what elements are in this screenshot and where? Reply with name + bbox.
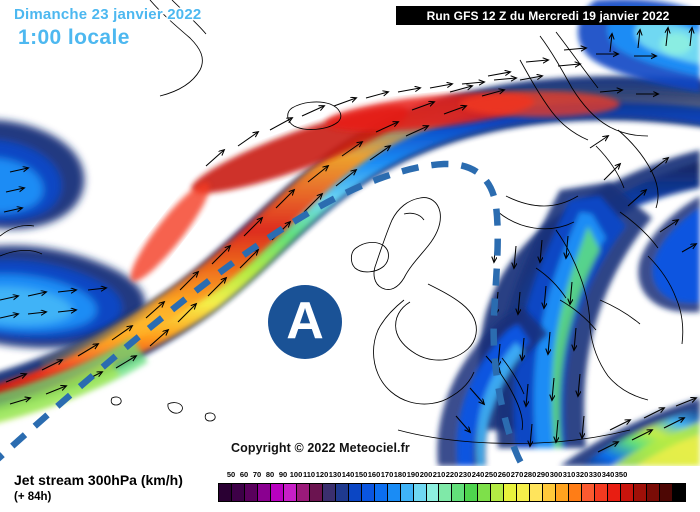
colorbar-tick: 240 <box>471 470 485 479</box>
colorbar-scale <box>218 483 686 502</box>
map-svg <box>0 0 700 466</box>
colorbar-tick-labels: 50 60 70 80 90 100 110 120 130 140 150 160 170 180 190… <box>218 470 686 482</box>
anticyclone-marker: A <box>268 285 342 359</box>
colorbar-cell <box>413 484 427 501</box>
colorbar-tick: 50 <box>226 470 236 479</box>
colorbar-wrapper: 50 60 70 80 90 100 110 120 130 140 150 160 170 180 190… <box>218 466 686 512</box>
model-run-banner: Run GFS 12 Z du Mercredi 19 janvier 2022 <box>396 6 700 25</box>
legend-title: Jet stream 300hPa (km/h) <box>14 472 183 488</box>
wind-arrows <box>0 28 696 453</box>
colorbar-cell <box>595 484 609 501</box>
colorbar-tick: 220 <box>445 470 459 479</box>
colorbar-cell <box>439 484 453 501</box>
map-canvas[interactable]: Dimanche 23 janvier 2022 1:00 locale Run… <box>0 0 700 466</box>
colorbar-tick: 170 <box>380 470 394 479</box>
colorbar-tick: 200 <box>419 470 433 479</box>
colorbar-cell <box>634 484 647 501</box>
colorbar-cell <box>257 484 271 501</box>
legend-bar: Jet stream 300hPa (km/h) (+ 84h) 50 60 70 8… <box>0 466 700 512</box>
colorbar-tick: 210 <box>432 470 446 479</box>
model-run-label: Run GFS 12 Z du Mercredi 19 janvier 2022 <box>426 8 670 23</box>
colorbar-cell <box>569 484 583 501</box>
colorbar-tick: 160 <box>367 470 381 479</box>
colorbar-cell <box>556 484 570 501</box>
colorbar-cell <box>530 484 544 501</box>
colorbar-tick: 70 <box>252 470 262 479</box>
colorbar-cell <box>283 484 297 501</box>
colorbar-cell <box>465 484 479 501</box>
colorbar-cell <box>219 484 232 501</box>
colorbar-tick: 60 <box>239 470 249 479</box>
forecast-date-label: Dimanche 23 janvier 2022 <box>14 6 202 23</box>
colorbar-tick: 90 <box>278 470 288 479</box>
colorbar-cell <box>646 484 660 501</box>
colorbar-tick: 110 <box>302 470 316 479</box>
colorbar-tick: 280 <box>523 470 537 479</box>
colorbar-cell <box>452 484 466 501</box>
colorbar-cell <box>582 484 596 501</box>
colorbar-cell <box>322 484 336 501</box>
colorbar-cell <box>659 484 673 501</box>
colorbar-tick: 250 <box>484 470 498 479</box>
colorbar-tick: 100 <box>289 470 303 479</box>
colorbar-cell <box>478 484 492 501</box>
colorbar-cell <box>608 484 622 501</box>
colorbar-tick: 260 <box>497 470 511 479</box>
colorbar-tick: 80 <box>265 470 275 479</box>
colorbar-cell <box>491 484 505 501</box>
colorbar-cell <box>517 484 531 501</box>
colorbar-cell <box>387 484 401 501</box>
anticyclone-label: A <box>286 291 324 350</box>
coastlines <box>0 0 684 444</box>
colorbar-cell <box>244 484 258 501</box>
trough-axis-line <box>0 160 526 466</box>
colorbar-cell <box>296 484 310 501</box>
colorbar-tick: 140 <box>341 470 355 479</box>
colorbar-tick: 150 <box>354 470 368 479</box>
colorbar-tick: 340 <box>601 470 615 479</box>
colorbar-tick: 350 <box>614 470 628 479</box>
colorbar-cell <box>335 484 349 501</box>
colorbar-cell <box>374 484 388 501</box>
colorbar-tick: 270 <box>510 470 524 479</box>
colorbar-cell <box>543 484 557 501</box>
colorbar-tick: 330 <box>588 470 602 479</box>
colorbar-tick: 300 <box>549 470 563 479</box>
colorbar-tick: 180 <box>393 470 407 479</box>
colorbar-tick: 230 <box>458 470 472 479</box>
colorbar-tick: 310 <box>562 470 576 479</box>
colorbar-tick: 320 <box>575 470 589 479</box>
colorbar-tick: 290 <box>536 470 550 479</box>
colorbar-tick: 130 <box>328 470 342 479</box>
colorbar-cell <box>231 484 245 501</box>
colorbar-cell <box>400 484 414 501</box>
colorbar-cell <box>426 484 440 501</box>
copyright-label: Copyright © 2022 Meteociel.fr <box>231 441 410 455</box>
colorbar-cell <box>270 484 284 501</box>
colorbar-cell <box>621 484 634 501</box>
legend-subtitle: (+ 84h) <box>14 491 52 503</box>
colorbar-cell <box>504 484 518 501</box>
colorbar-cell <box>361 484 375 501</box>
colorbar-tick: 190 <box>406 470 420 479</box>
colorbar-cell <box>672 484 685 501</box>
colorbar-tick: 120 <box>315 470 329 479</box>
forecast-time-label: 1:00 locale <box>18 26 130 49</box>
colorbar-cell <box>309 484 323 501</box>
colorbar-cell <box>348 484 362 501</box>
